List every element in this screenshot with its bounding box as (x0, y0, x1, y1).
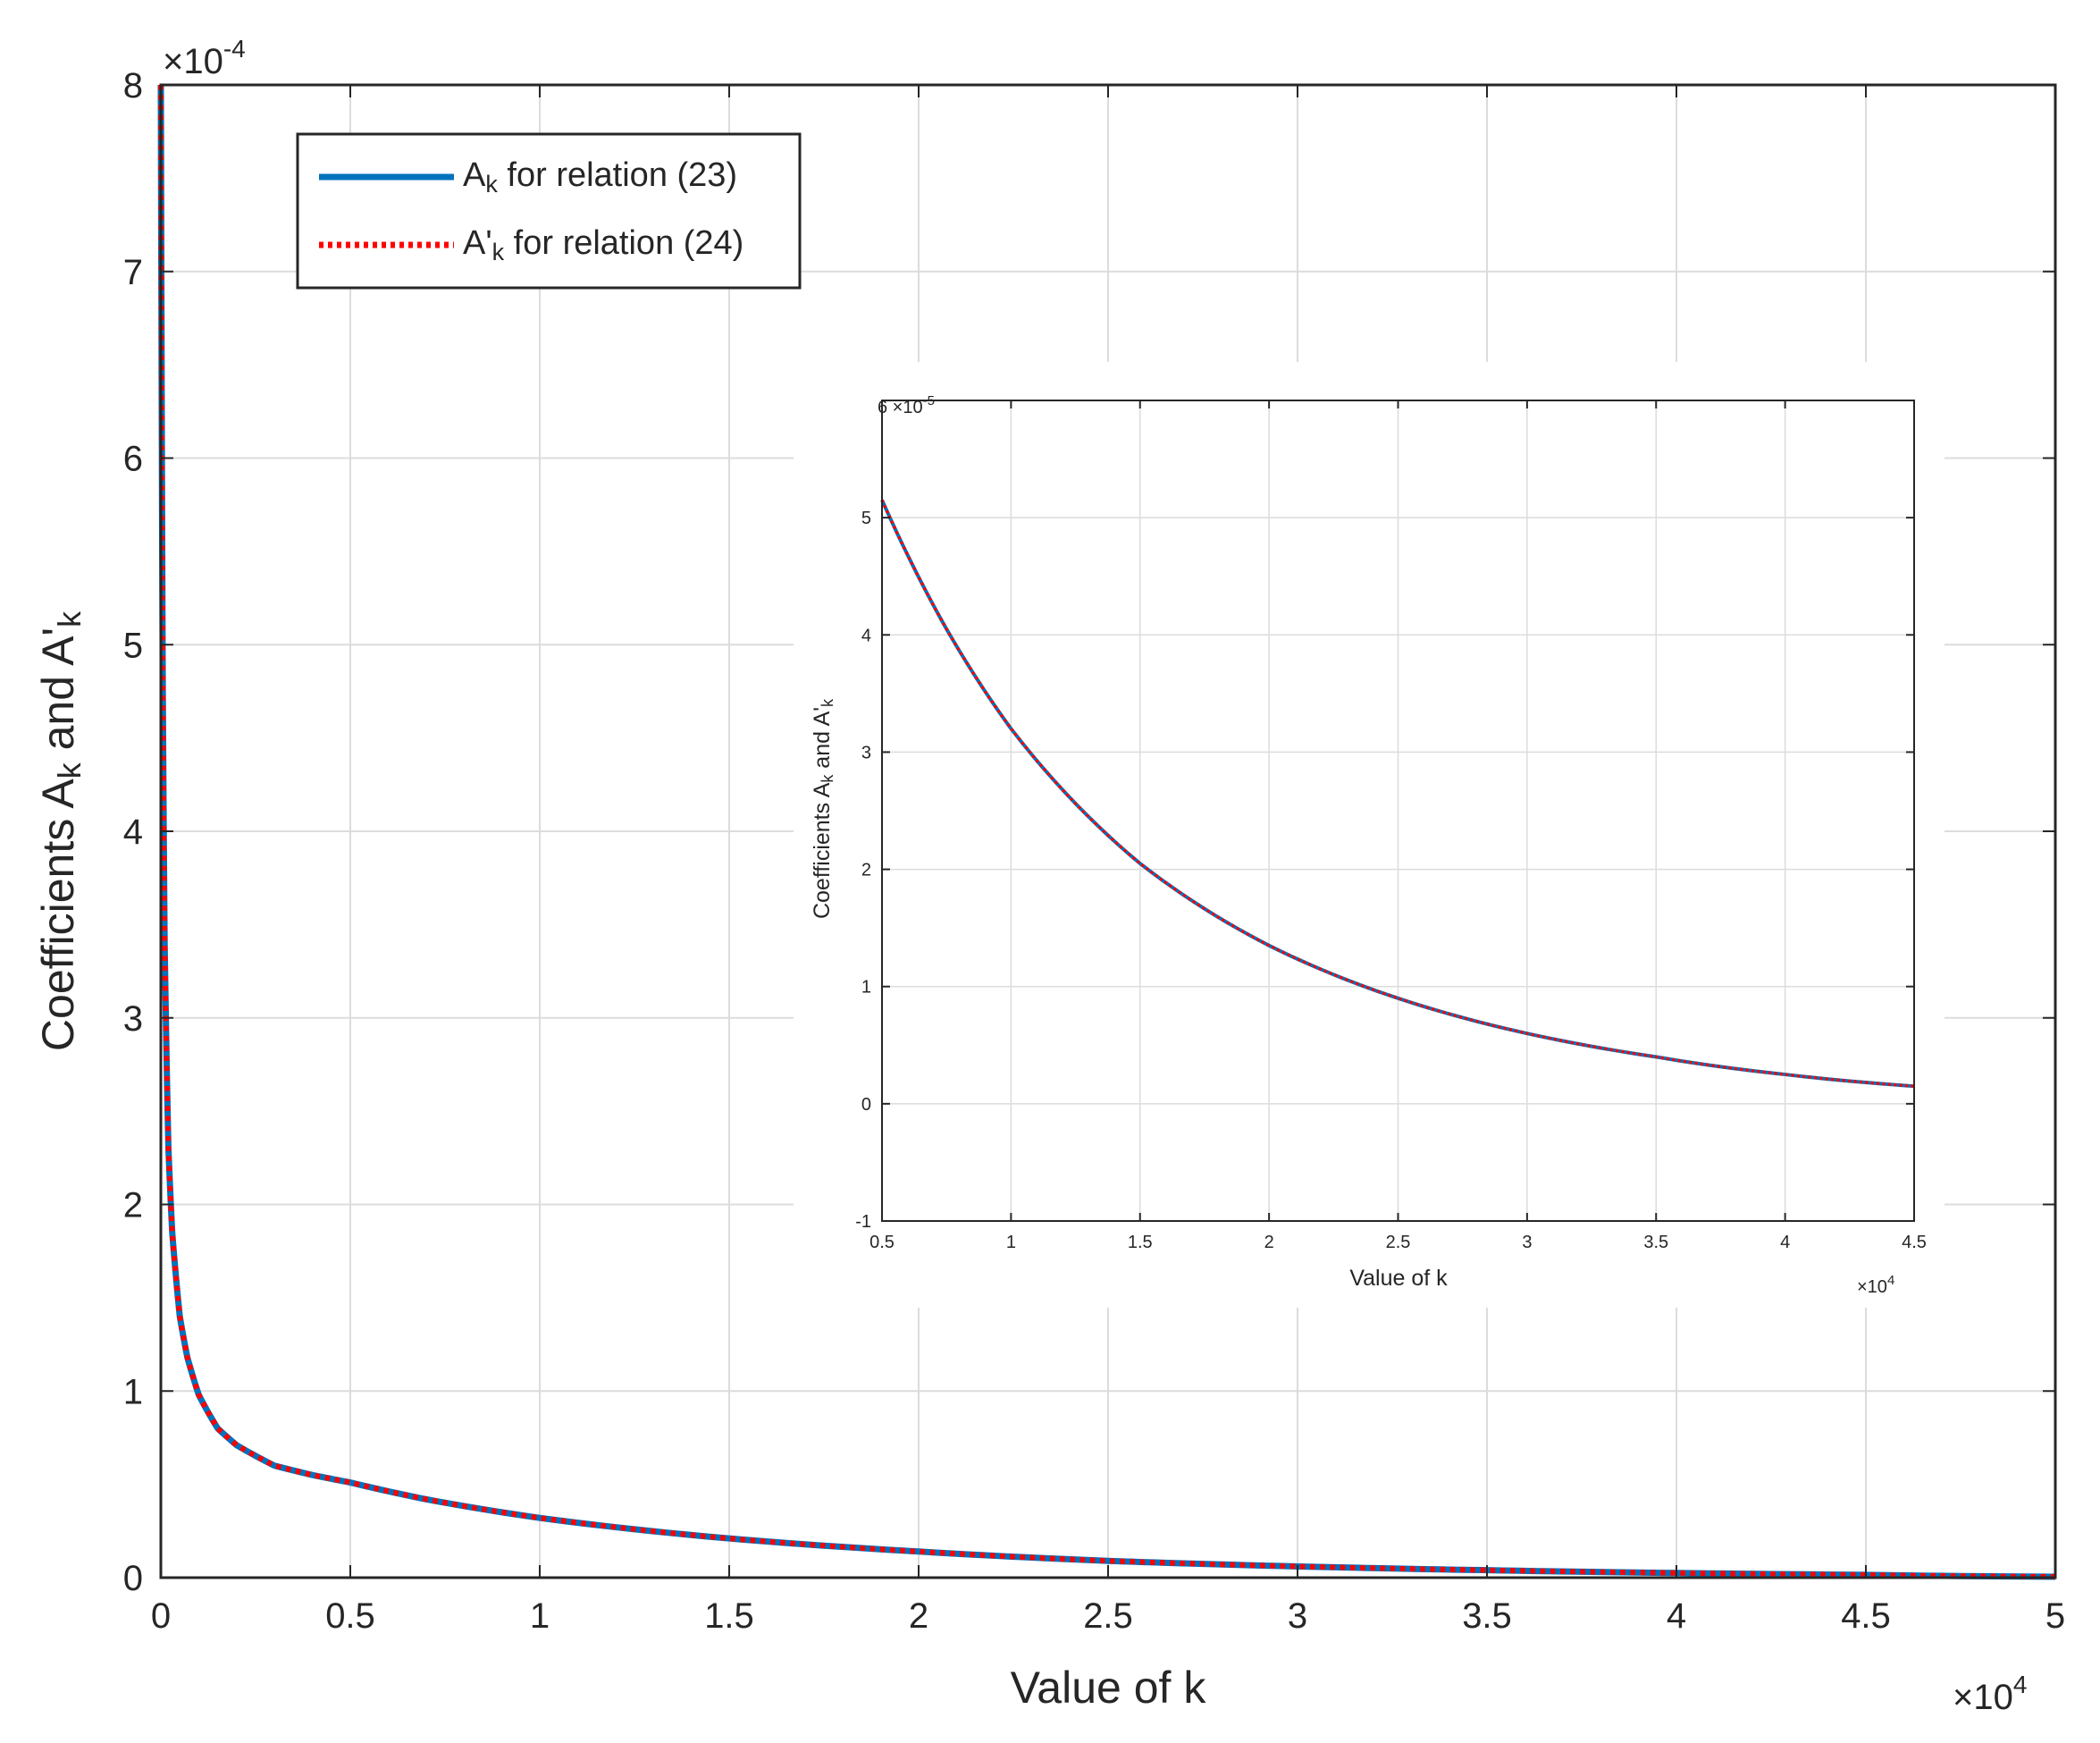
main-y-tick-label: 4 (123, 813, 143, 852)
main-y-tick-label: 0 (123, 1559, 143, 1598)
main-y-exponent: ×10-4 (163, 35, 246, 81)
inset-ticks: 0.5 1 1.5 2 2.5 3 3.5 4 4.5 -1 0 1 2 3 4 5 (855, 400, 1927, 1252)
main-x-tick-label: 5 (2045, 1596, 2065, 1636)
main-y-axis-label: Coefficients Ak and A'k (33, 610, 88, 1051)
main-y-tick-label: 8 (123, 66, 143, 105)
legend-entry-a-k: Ak for relation (23) (319, 156, 737, 198)
main-y-tick-label: 6 (123, 440, 143, 479)
main-x-tick-label: 1.5 (704, 1596, 754, 1636)
main-lines (157, 84, 2056, 1580)
main-x-tick-label: 4 (1667, 1596, 1686, 1636)
inset-x-tick-label: 2.5 (1386, 1233, 1411, 1252)
inset-x-axis-label: Value of k (1349, 1266, 1448, 1291)
inset-lines (880, 499, 1915, 1089)
inset-chart: 0.5 1 1.5 2 2.5 3 3.5 4 4.5 -1 0 1 2 3 4 5 Value of k C… (794, 362, 1945, 1308)
main-y-tick-label: 2 (123, 1186, 143, 1225)
legend: Ak for relation (23) A'k for relation (2… (296, 132, 802, 290)
inset-y-tick-label: 0 (861, 1095, 871, 1115)
main-x-tick-label: 0.5 (325, 1596, 375, 1636)
inset-x-tick-label: 3.5 (1643, 1233, 1668, 1252)
inset-x-tick-label: 4.5 (1902, 1233, 1927, 1252)
inset-x-tick-label: 1 (1006, 1233, 1016, 1252)
main-y-tick-label: 5 (123, 626, 143, 665)
main-x-tick-label: 2.5 (1083, 1596, 1133, 1636)
main-x-exponent: ×104 (1953, 1671, 2027, 1717)
main-x-tick-label: 1 (530, 1596, 550, 1636)
main-y-tick-label: 1 (123, 1372, 143, 1411)
main-ticks: 0 0.5 1 1.5 2 2.5 3 3.5 4 4.5 5 0 1 2 3 4 5 6 7 8 (123, 66, 2065, 1636)
inset-y-tick-label: -1 (855, 1212, 871, 1232)
main-x-tick-label: 2 (909, 1596, 928, 1636)
main-series-a-prime-k-line (158, 84, 2056, 1579)
inset-x-tick-label: 4 (1780, 1233, 1790, 1252)
inset-series-a-prime-k-line (880, 499, 1915, 1088)
legend-label-a-prime-k: A'k for relation (24) (463, 224, 743, 265)
inset-x-tick-label: 0.5 (869, 1233, 895, 1252)
legend-label-a-k: Ak for relation (23) (463, 156, 737, 198)
inset-y-exponent: 6 ×10-5 (878, 393, 935, 417)
main-y-tick-label: 3 (123, 999, 143, 1039)
inset-y-tick-label: 1 (861, 978, 871, 998)
main-y-tick-label: 7 (123, 253, 143, 292)
main-x-tick-label: 3 (1288, 1596, 1307, 1636)
inset-x-tick-label: 1.5 (1128, 1233, 1153, 1252)
inset-y-axis-label: Coefficients Ak and A'k (810, 698, 836, 919)
inset-y-tick-label: 5 (861, 509, 871, 528)
inset-x-tick-label: 3 (1522, 1233, 1532, 1252)
inset-x-tick-label: 2 (1264, 1233, 1274, 1252)
main-x-tick-label: 3.5 (1462, 1596, 1512, 1636)
legend-box (296, 132, 802, 290)
inset-y-tick-label: 3 (861, 743, 871, 762)
inset-y-tick-label: 2 (861, 861, 871, 880)
inset-x-exponent: ×104 (1857, 1273, 1894, 1297)
main-x-tick-label: 0 (151, 1596, 171, 1636)
main-x-tick-label: 4.5 (1841, 1596, 1891, 1636)
legend-entry-a-prime-k: A'k for relation (24) (319, 224, 743, 265)
main-x-axis-label: Value of k (1011, 1663, 1207, 1713)
inset-y-tick-label: 4 (861, 626, 871, 645)
